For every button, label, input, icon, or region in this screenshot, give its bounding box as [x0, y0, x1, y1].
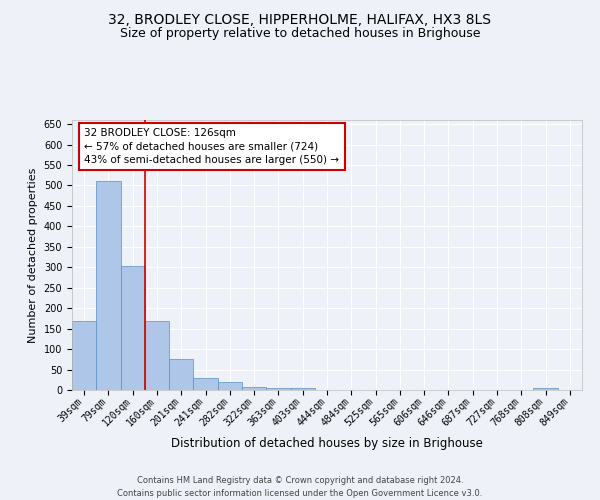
Bar: [169, 360, 193, 390]
Bar: [193, 378, 218, 390]
Bar: [121, 266, 145, 390]
Text: 32 BRODLEY CLOSE: 126sqm
← 57% of detached houses are smaller (724)
43% of semi-: 32 BRODLEY CLOSE: 126sqm ← 57% of detach…: [85, 128, 340, 164]
Bar: [72, 322, 96, 390]
Text: Size of property relative to detached houses in Brighouse: Size of property relative to detached ho…: [120, 28, 480, 40]
Text: 32, BRODLEY CLOSE, HIPPERHOLME, HALIFAX, HX3 8LS: 32, BRODLEY CLOSE, HIPPERHOLME, HALIFAX,…: [109, 12, 491, 26]
Text: Contains HM Land Registry data © Crown copyright and database right 2024.
Contai: Contains HM Land Registry data © Crown c…: [118, 476, 482, 498]
X-axis label: Distribution of detached houses by size in Brighouse: Distribution of detached houses by size …: [171, 436, 483, 450]
Bar: [290, 388, 315, 390]
Bar: [533, 388, 558, 390]
Bar: [145, 322, 169, 390]
Bar: [266, 388, 290, 390]
Bar: [96, 182, 121, 390]
Y-axis label: Number of detached properties: Number of detached properties: [28, 168, 38, 342]
Bar: [218, 382, 242, 390]
Bar: [242, 387, 266, 390]
